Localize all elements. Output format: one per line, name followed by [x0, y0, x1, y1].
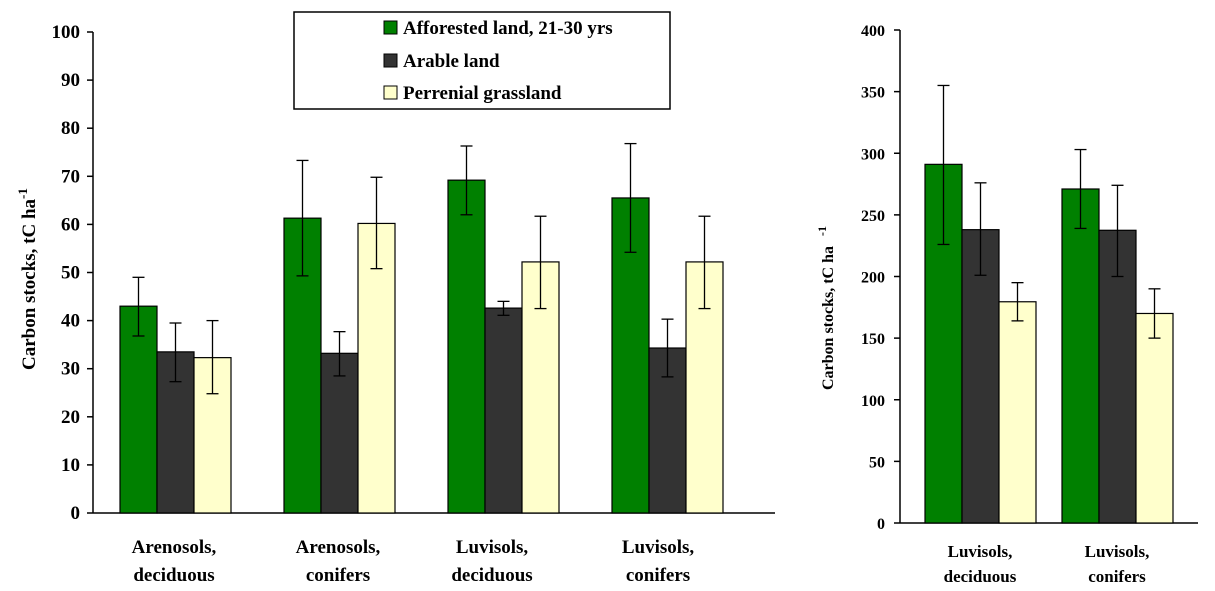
y-tick-label: 80: [61, 118, 80, 139]
bar-grassland: [685, 261, 724, 514]
y-tick-label: 0: [71, 503, 81, 524]
legend-swatch-arable: [383, 53, 398, 68]
left-chart: 0 10 20 30 40 50 60 70 80 90 100 Arenosols, deciduou…: [52, 22, 775, 586]
bar-arable: [320, 352, 359, 514]
y-tick-label: 40: [61, 311, 80, 332]
x-category-label: deciduous: [451, 565, 532, 586]
y-tick-label: 70: [61, 166, 80, 187]
bar-grassland: [193, 357, 232, 514]
left-y-axis-label: Carbon stocks, tC ha-1: [15, 188, 40, 370]
x-category-label: Luvisols,: [622, 537, 695, 558]
bar-arable: [961, 229, 1000, 524]
legend-label-grassland: Perrenial grassland: [403, 83, 562, 104]
right-chart: 0 50 100 150 200 250 300 350 400 Luvisols, deciduo…: [861, 23, 1198, 586]
bar-grassland: [357, 222, 396, 514]
y-tick-label: 30: [61, 359, 80, 380]
y-tick-label: 200: [861, 270, 885, 287]
y-tick-label: 400: [861, 23, 885, 40]
y-tick-label: 20: [61, 407, 80, 428]
y-tick-label: 0: [877, 516, 885, 533]
right-y-axis-label: Carbon stocks, tC ha-1: [815, 226, 837, 390]
y-tick-label: 60: [61, 214, 80, 235]
x-category-label: Luvisols,: [948, 542, 1013, 561]
x-category-label: conifers: [626, 565, 690, 586]
x-category-label: conifers: [306, 565, 370, 586]
y-tick-label: 100: [861, 393, 885, 410]
y-tick-label: 10: [61, 455, 80, 476]
y-tick-label: 100: [52, 22, 81, 43]
legend-box: [293, 11, 671, 110]
y-tick-label: 50: [869, 454, 885, 471]
legend-label-afforested: Afforested land, 21-30 yrs: [403, 18, 613, 39]
x-category-label: conifers: [1088, 567, 1146, 586]
x-category-label: Arenosols,: [296, 537, 381, 558]
y-tick-label: 250: [861, 208, 885, 225]
y-tick-label: 350: [861, 85, 885, 102]
y-tick-label: 50: [61, 263, 80, 284]
y-tick-label: 300: [861, 146, 885, 163]
legend-label-arable: Arable land: [403, 51, 500, 72]
x-category-label: Arenosols,: [132, 537, 217, 558]
x-category-label: deciduous: [944, 567, 1017, 586]
legend-swatch-grassland: [383, 85, 398, 100]
x-category-label: Luvisols,: [456, 537, 529, 558]
bar-afforested: [119, 305, 158, 514]
legend: Afforested land, 21-30 yrs Arable land P…: [293, 11, 671, 110]
bar-grassland: [998, 301, 1037, 524]
bar-afforested: [1061, 188, 1100, 524]
legend-swatch-afforested: [383, 20, 398, 35]
x-category-label: Luvisols,: [1085, 542, 1150, 561]
bar-grassland: [1135, 312, 1174, 524]
bar-arable: [484, 307, 523, 514]
bar-afforested: [447, 179, 486, 514]
x-category-label: deciduous: [133, 565, 214, 586]
y-tick-label: 150: [861, 331, 885, 348]
y-tick-label: 90: [61, 70, 80, 91]
